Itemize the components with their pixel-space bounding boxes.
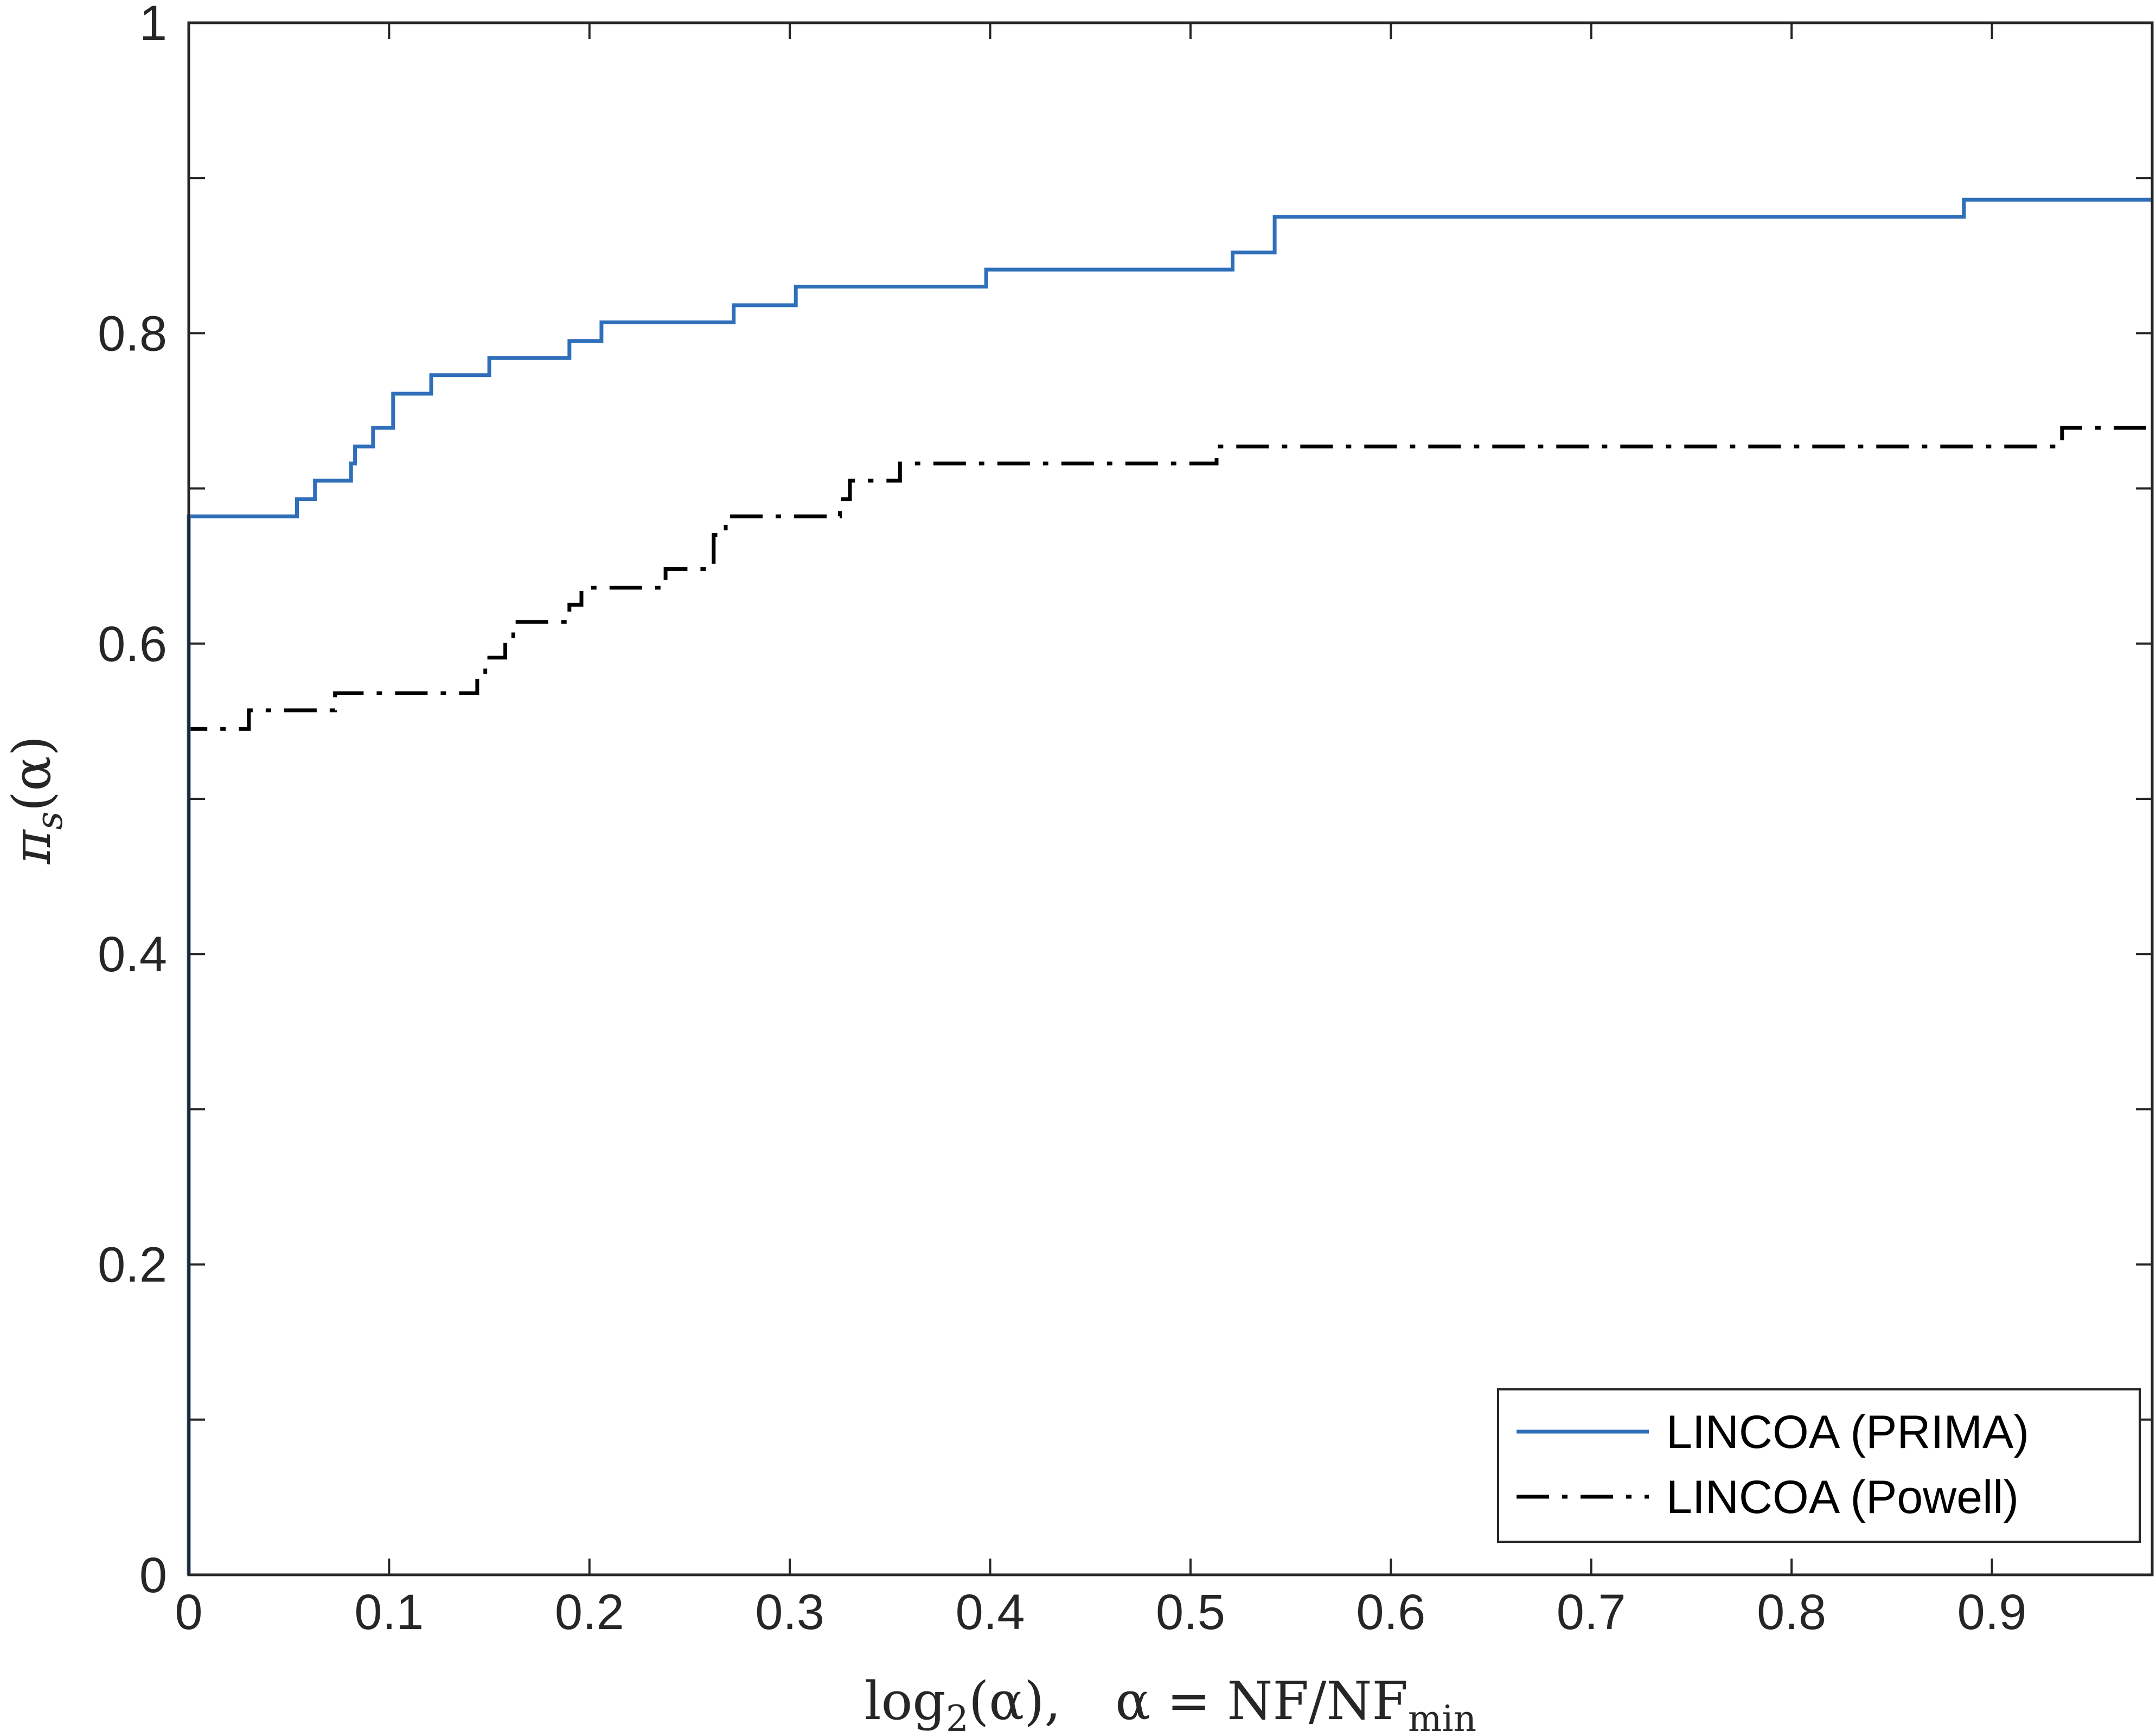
y-axis-label: πs(α) — [2, 736, 71, 865]
y-tick-label: 0.8 — [98, 306, 167, 361]
x-tick-label: 0.9 — [1957, 1585, 2027, 1640]
y-tick-label: 1 — [139, 0, 167, 51]
x-tick-label: 0.5 — [1156, 1585, 1225, 1640]
series-layer — [187, 197, 2152, 1575]
x-tick-label: 0.2 — [555, 1585, 624, 1640]
x-tick-label: 0.3 — [755, 1585, 824, 1640]
legend-label-lincoa-powell: LINCOA (Powell) — [1666, 1471, 2019, 1523]
series-line-1 — [187, 426, 2152, 1575]
y-tick-label: 0.4 — [98, 927, 167, 982]
y-tick-label: 0.6 — [98, 617, 167, 672]
x-tick-label: 0.1 — [354, 1585, 424, 1640]
x-tick-label: 0 — [175, 1585, 202, 1640]
legend: LINCOA (PRIMA) LINCOA (Powell) — [1497, 1388, 2141, 1543]
y-tick-label: 0 — [139, 1548, 167, 1603]
x-tick-label: 0.4 — [956, 1585, 1025, 1640]
x-axis-label: log2(α), α = NF/NFmin — [865, 1671, 1476, 1731]
ticks-layer — [188, 22, 2152, 1576]
series-line-0 — [187, 197, 2152, 1575]
y-tick-label: 0.2 — [98, 1238, 167, 1293]
legend-box — [1497, 1388, 2141, 1543]
legend-label-lincoa-prima: LINCOA (PRIMA) — [1666, 1406, 2029, 1458]
x-tick-label: 0.6 — [1356, 1585, 1425, 1640]
tick-labels-layer: 0 0.1 0.2 0.3 0.4 0.5 0.6 0.7 0.8 0.9 0 0.2 0.4 0.6 0.… — [98, 0, 2026, 1640]
x-tick-label: 0.7 — [1557, 1585, 1626, 1640]
x-tick-label: 0.8 — [1757, 1585, 1826, 1640]
